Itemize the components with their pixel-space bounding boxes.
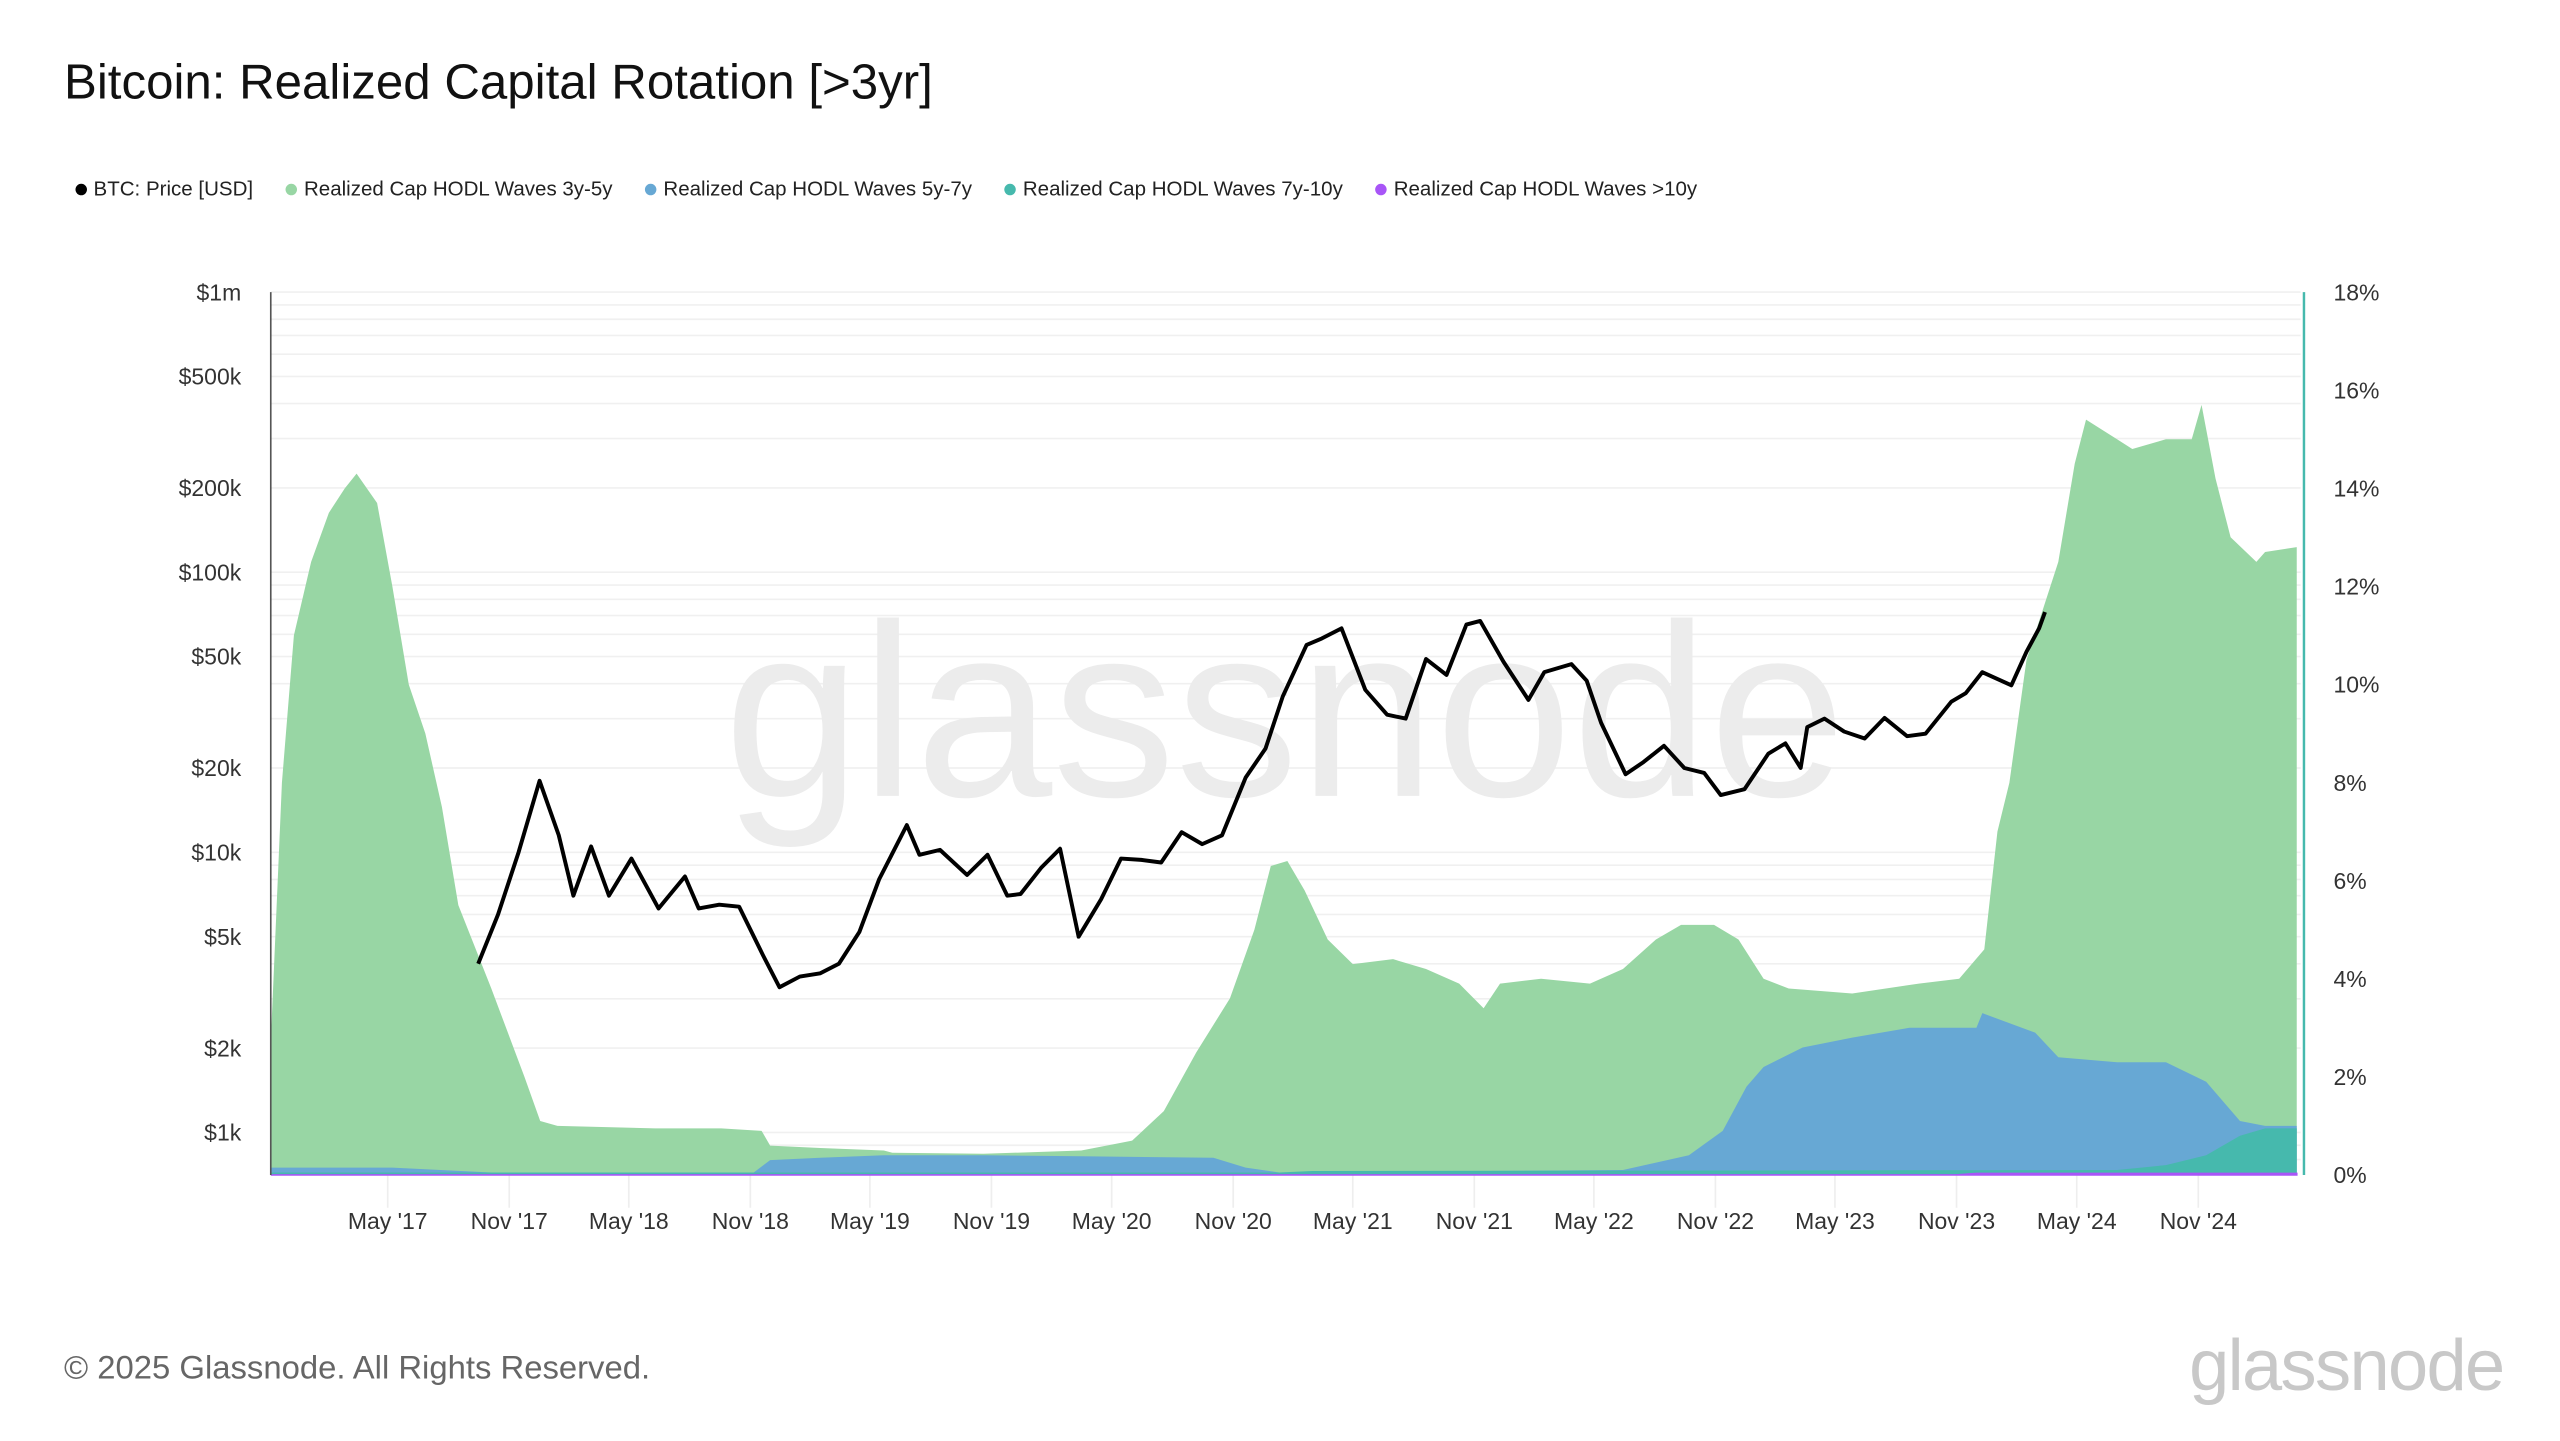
y-left-tick-label: $1k [204,1120,242,1146]
x-tick-label: May '19 [830,1208,910,1234]
x-tick-label: May '24 [2037,1208,2117,1234]
y-right-tick-label: 10% [2334,672,2380,698]
area-series-1 [270,1013,2297,1175]
y-right-tick-label: 2% [2334,1064,2367,1090]
legend-label: Realized Cap HODL Waves 5y-7y [663,177,972,201]
legend-dot-icon [645,182,657,195]
y-left-tick-label: $1m [197,279,242,305]
legend-item-5y-7y[interactable]: Realized Cap HODL Waves 5y-7y [645,177,972,200]
area-series-3 [270,1172,2298,1176]
x-tick-label: Nov '21 [1436,1208,1513,1234]
legend-label: Realized Cap HODL Waves 7y-10y [1022,177,1343,201]
legend-label: Realized Cap HODL Waves >10y [1393,177,1698,201]
x-tick-label: Nov '23 [1918,1208,1995,1234]
y-left-tick-label: $5k [204,924,242,950]
y-left-tick-label: $10k [191,840,241,866]
y-left-tick-label: $200k [179,475,242,501]
legend: BTC: Price [USD] Realized Cap HODL Waves… [75,177,1697,200]
y-right-tick-label: 6% [2334,868,2367,894]
y-left-tick-label: $500k [179,364,242,390]
y-left-tick-label: $2k [204,1035,242,1061]
chart-title: Bitcoin: Realized Capital Rotation [>3yr… [63,55,933,110]
x-tick-label: May '18 [589,1208,669,1234]
legend-dot-icon [285,182,298,195]
legend-item-price[interactable]: BTC: Price [USD] [75,177,253,200]
area-series-2 [270,1128,2297,1175]
legend-dot-icon [75,182,87,195]
legend-item-3y-5y[interactable]: Realized Cap HODL Waves 3y-5y [285,177,613,201]
y-right-tick-label: 4% [2334,966,2367,992]
y-left-tick-label: $50k [191,644,241,670]
y-left-tick-label: $100k [179,559,242,585]
y-right-tick-label: 14% [2334,475,2380,501]
legend-dot-icon [1004,182,1017,195]
copyright-footer: © 2025 Glassnode. All Rights Reserved. [63,1350,651,1387]
x-tick-label: May '20 [1072,1208,1152,1234]
legend-item-10y-plus[interactable]: Realized Cap HODL Waves >10y [1375,177,1698,201]
x-tick-label: Nov '20 [1195,1208,1272,1234]
legend-item-7y-10y[interactable]: Realized Cap HODL Waves 7y-10y [1004,177,1343,201]
x-tick-label: Nov '19 [953,1208,1030,1234]
series-areas [270,404,2298,1176]
y-right-tick-label: 16% [2334,377,2380,403]
y-right-tick-label: 18% [2334,279,2380,305]
watermark: glassnode [724,574,1846,849]
x-tick-label: Nov '22 [1677,1208,1754,1234]
y-right-tick-label: 0% [2334,1162,2367,1188]
x-tick-label: Nov '18 [712,1208,789,1234]
glassnode-logo: glassnode [2189,1325,2505,1407]
x-tick-label: May '21 [1313,1208,1393,1234]
x-tick-label: May '17 [348,1208,428,1234]
x-tick-label: Nov '24 [2160,1208,2237,1234]
price-line [476,611,2047,990]
axes: $1m $500k $200k $100k $50k $20k $10k $5k $2k $1k 1… [179,279,2380,1234]
legend-label: Realized Cap HODL Waves 3y-5y [303,177,613,201]
x-tick-label: Nov '17 [471,1208,548,1234]
legend-label: BTC: Price [USD] [93,177,254,201]
y-left-tick-label: $20k [191,755,241,781]
y-right-tick-label: 8% [2334,770,2367,796]
x-tick-label: May '23 [1795,1208,1875,1234]
legend-dot-icon [1375,182,1388,195]
series-lines [476,611,2047,990]
y-right-tick-label: 12% [2334,574,2380,600]
x-tick-label: May '22 [1554,1208,1634,1234]
